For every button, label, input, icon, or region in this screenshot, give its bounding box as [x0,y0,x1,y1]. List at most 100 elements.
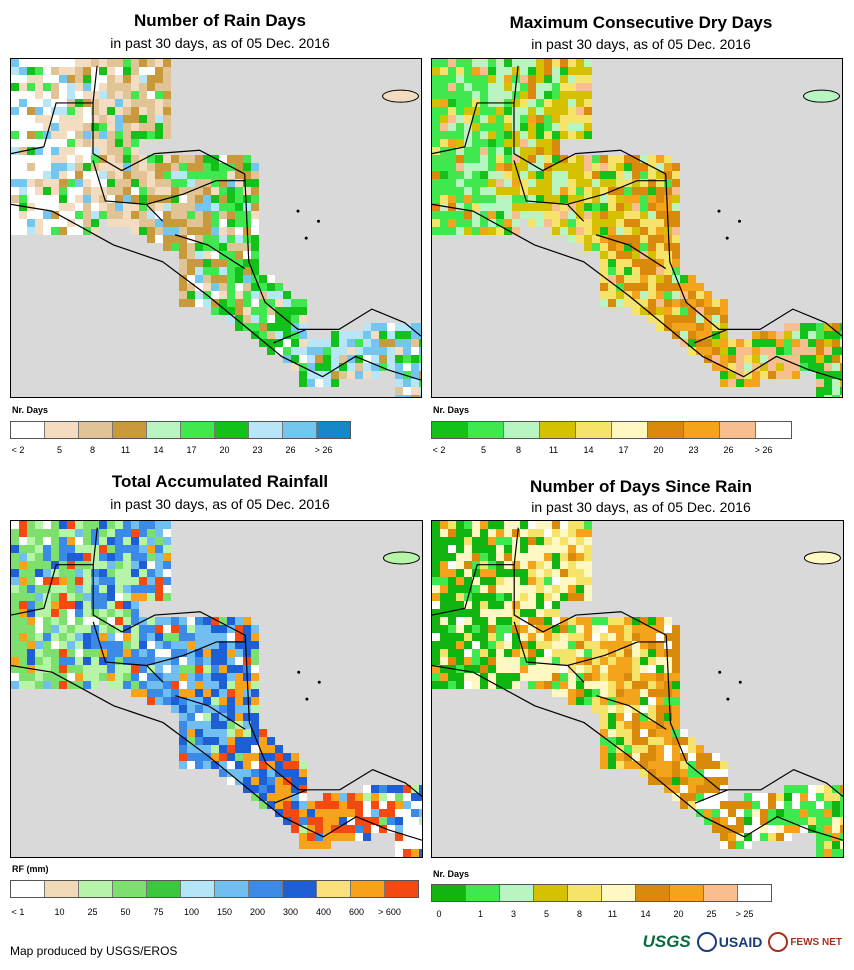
data-cell [187,291,195,299]
data-cell [51,171,59,179]
data-cell [504,593,512,601]
data-cell [448,625,456,633]
data-cell [179,275,187,283]
island-dot [317,219,320,223]
data-cell [512,147,520,155]
data-cell [432,91,440,99]
country-borders [11,65,421,381]
data-cell [51,155,59,163]
data-cell [600,729,608,737]
data-cell [832,841,840,849]
data-cell [371,801,379,809]
data-cell [688,745,696,753]
data-cell [211,761,219,769]
data-cell [275,801,283,809]
data-cell [456,577,464,585]
data-cell [656,299,664,307]
data-cell [43,179,51,187]
data-cell [576,665,584,673]
data-cell [760,339,768,347]
data-cell [203,259,211,267]
data-cell [339,833,347,841]
data-cell [504,123,512,131]
data-cell [171,171,179,179]
legend-color-bar [431,421,792,439]
data-cell [235,769,243,777]
data-cell [664,713,672,721]
data-cell [91,593,99,601]
data-cell [195,625,203,633]
data-cell [816,347,824,355]
data-cell [480,123,488,131]
data-cell [11,115,19,123]
data-cell [115,521,123,529]
data-cell [584,91,592,99]
data-cell [155,681,163,689]
data-cell [331,379,339,387]
data-cell [448,641,456,649]
data-cell [11,553,19,561]
data-cell [656,283,664,291]
data-cell [480,211,488,219]
data-cell [139,593,147,601]
data-cell [107,219,115,227]
data-cell [528,665,536,673]
data-cell [219,227,227,235]
data-cell [99,171,107,179]
data-cell [504,59,512,67]
data-cell [448,649,456,657]
data-cell [75,641,83,649]
data-cell [608,681,616,689]
data-cell [123,609,131,617]
data-cell [480,83,488,91]
data-cell [648,657,656,665]
data-cell [656,673,664,681]
data-cell [656,753,664,761]
data-cell [27,657,35,665]
data-cell [59,131,67,139]
data-cell [520,131,528,139]
data-cell [544,553,552,561]
data-cell [552,227,560,235]
data-cell [528,163,536,171]
data-cell [520,139,528,147]
data-cell [139,211,147,219]
data-cell [203,195,211,203]
data-cell [528,187,536,195]
data-cell [640,713,648,721]
data-cell [43,83,51,91]
data-cell [456,139,464,147]
data-cell [448,657,456,665]
data-cell [712,331,720,339]
data-cell [139,521,147,529]
data-cell [211,171,219,179]
data-cell [11,609,19,617]
data-cell [91,673,99,681]
data-cell [251,267,259,275]
data-cell [472,553,480,561]
data-cell [456,99,464,107]
data-cell [419,347,421,355]
data-cell [139,59,147,67]
data-cell [67,115,75,123]
data-cell [75,593,83,601]
data-cell [768,793,776,801]
legend-tick-label: 8 [89,445,96,455]
data-cell [456,163,464,171]
data-cell [496,163,504,171]
legend-swatch [317,881,351,897]
data-cell [584,681,592,689]
data-cell [59,545,67,553]
data-cell [195,705,203,713]
data-cell [419,379,421,387]
data-cell [395,339,403,347]
data-cell [259,291,267,299]
data-cell [528,67,536,75]
data-cell [411,841,419,849]
data-cell [251,753,259,761]
data-cell [480,625,488,633]
data-cell [680,801,688,809]
data-cell [11,593,19,601]
data-cell [99,91,107,99]
data-cell [664,307,672,315]
